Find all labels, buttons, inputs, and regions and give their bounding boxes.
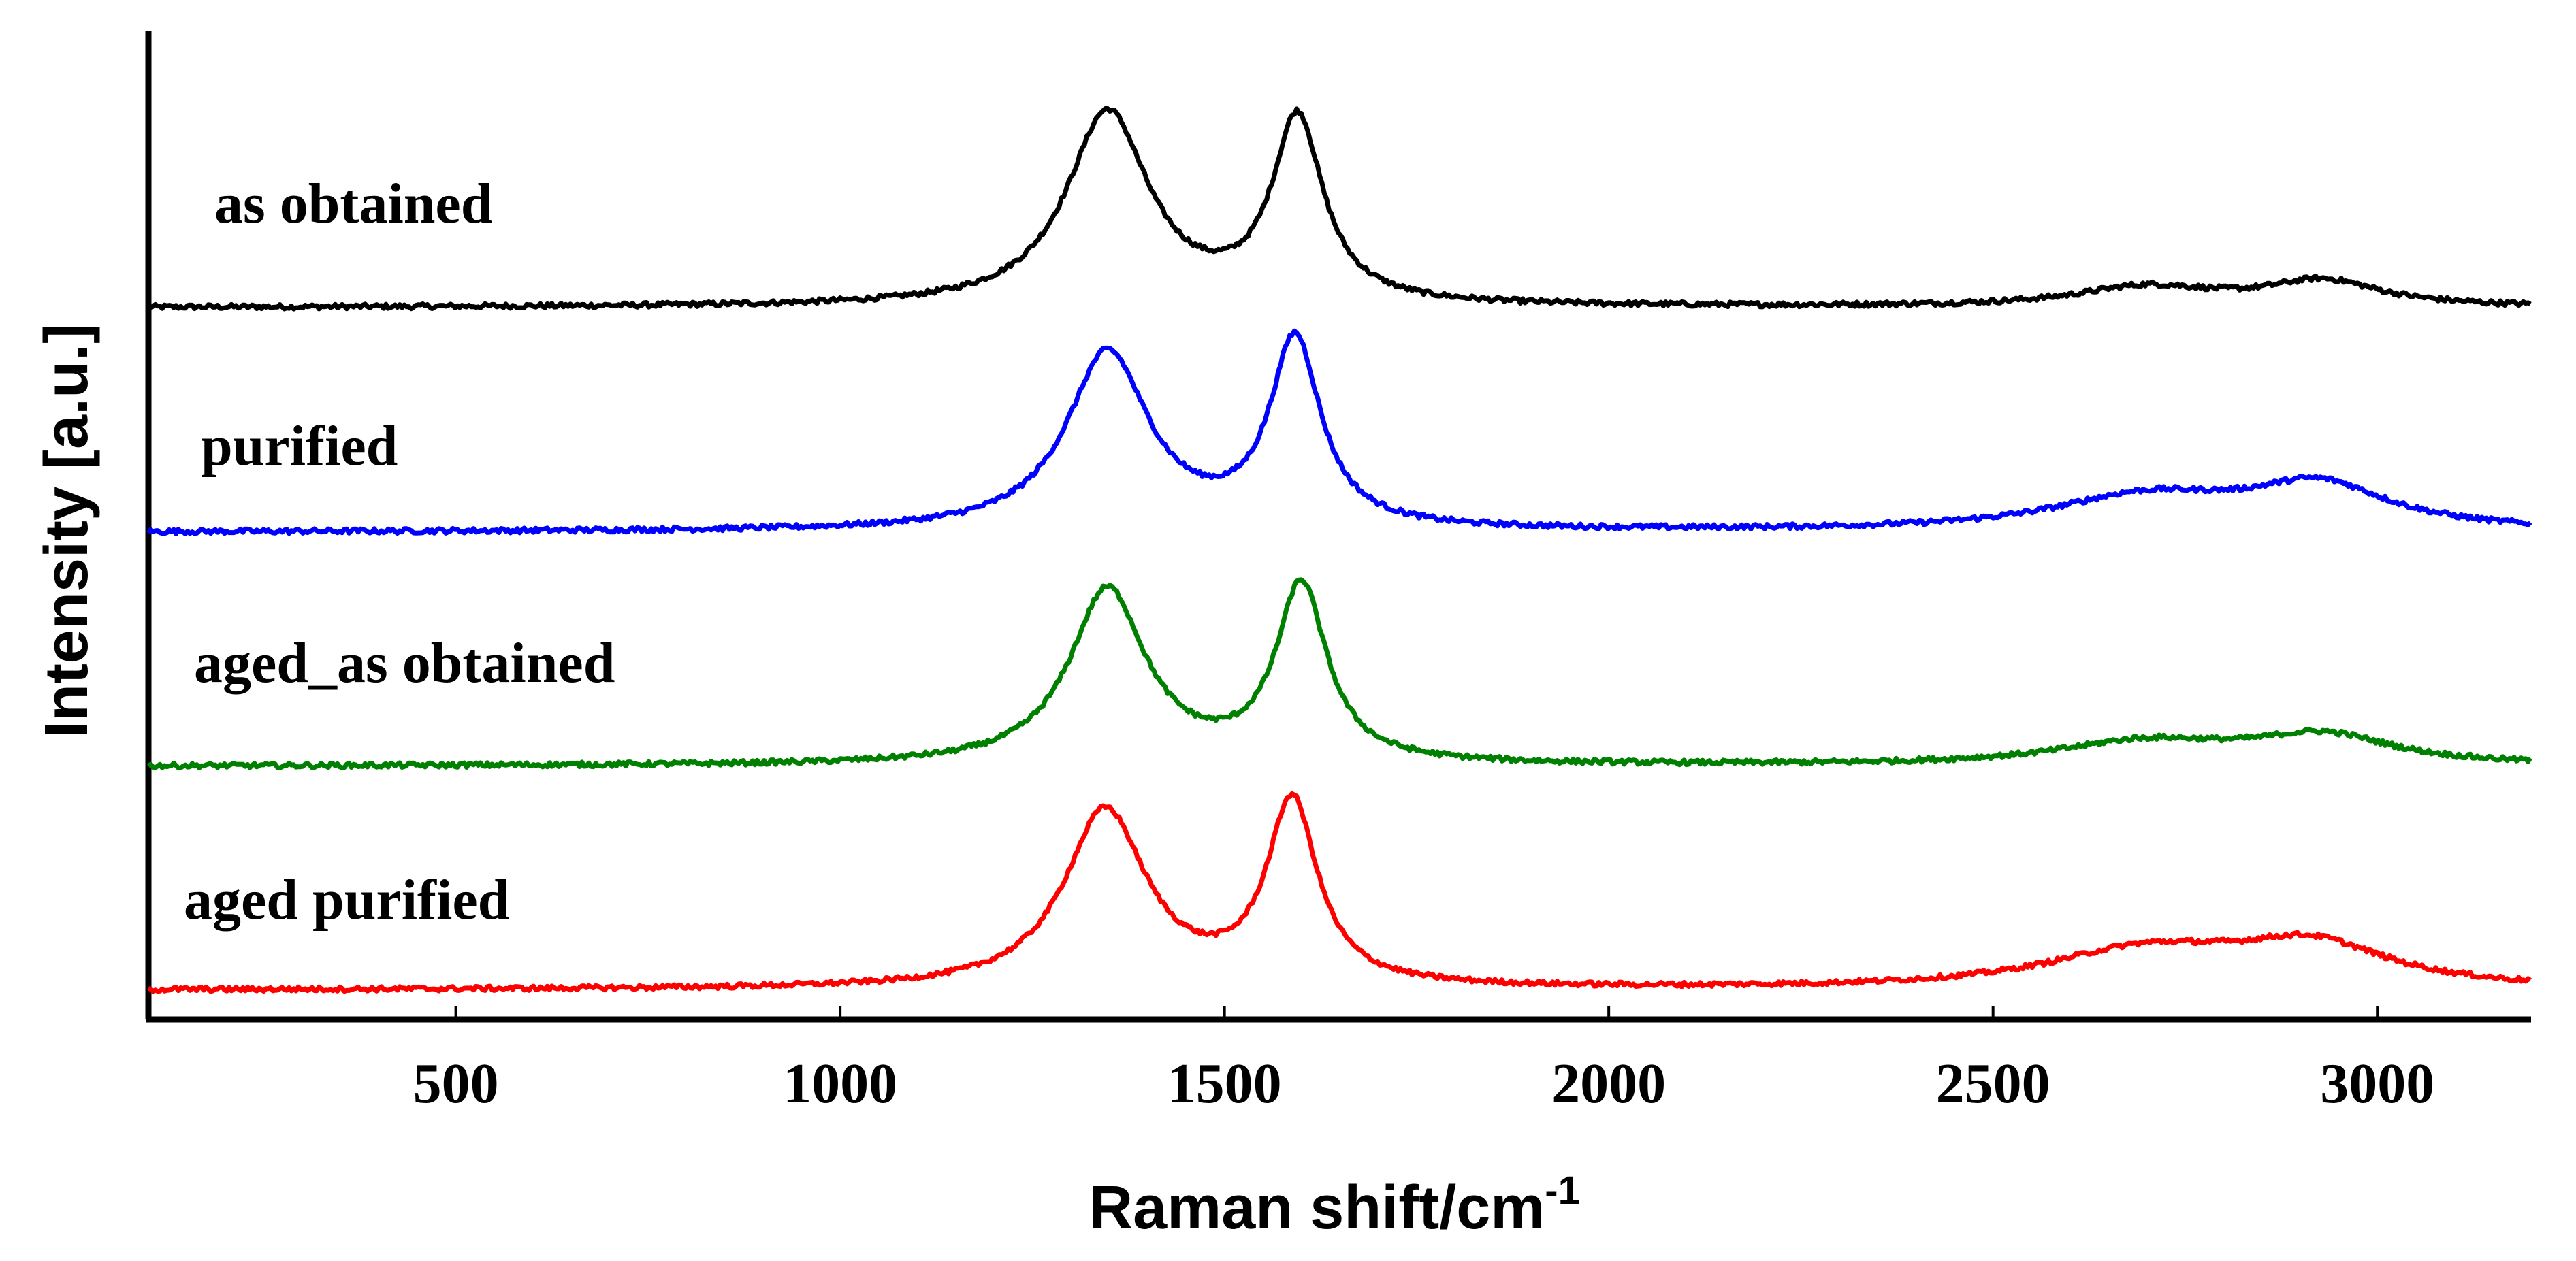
series-label-purified: purified	[201, 414, 398, 478]
series-label-as-obtained: as obtained	[214, 172, 492, 235]
series-line-aged-purified	[147, 791, 2532, 994]
axes	[145, 31, 2531, 1023]
series-labels: as obtained purified aged_as obtained aged …	[184, 172, 615, 932]
x-axis-title-superscript: -1	[1545, 1168, 1580, 1213]
y-axis-title: Intensity [a.u.]	[33, 323, 101, 738]
x-tick-label-1000: 1000	[783, 1052, 897, 1115]
series-label-aged-purified: aged purified	[184, 868, 509, 932]
x-tick-label-2000: 2000	[1551, 1052, 1666, 1115]
series-label-aged-as-obtained: aged_as obtained	[194, 632, 615, 695]
x-axis-title-main: Raman shift/cm	[1089, 1174, 1545, 1242]
x-axis-title: Raman shift/cm-1	[1089, 1168, 1580, 1242]
x-ticks: 500 1000 1500 2000 2500 3000	[413, 1006, 2434, 1115]
series-line-as-obtained	[146, 106, 2532, 312]
x-tick-label-3000: 3000	[2320, 1052, 2434, 1115]
x-tick-label-2500: 2500	[1936, 1052, 2050, 1115]
x-tick-label-500: 500	[413, 1052, 499, 1115]
series-line-purified	[146, 328, 2532, 536]
series-line-aged-as-obtained	[146, 577, 2532, 770]
series-group	[146, 106, 2532, 994]
x-tick-label-1500: 1500	[1168, 1052, 1282, 1115]
